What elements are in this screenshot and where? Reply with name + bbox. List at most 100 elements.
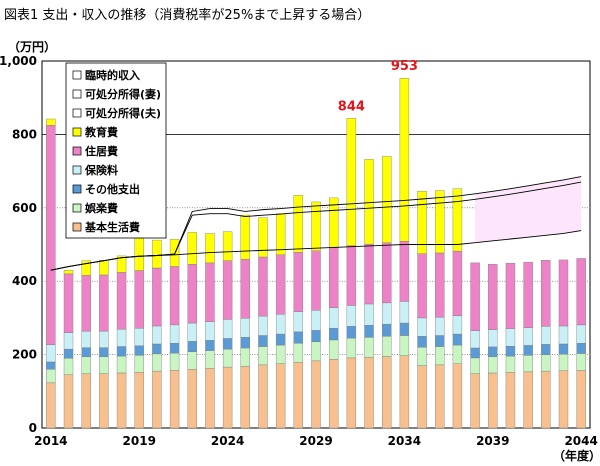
bar-education xyxy=(382,156,392,243)
bar-insurance xyxy=(435,316,445,336)
bar-basic xyxy=(116,372,127,429)
bar-housing xyxy=(452,250,463,316)
bar-entertainment xyxy=(488,356,498,374)
bar-insurance xyxy=(187,322,197,342)
bar-other xyxy=(417,336,427,348)
bar-basic xyxy=(258,364,268,429)
legend-label-disp_wife: 可処分所得(妻) xyxy=(85,87,161,101)
legend-swatch-education xyxy=(72,127,82,137)
bar-entertainment xyxy=(63,358,74,375)
bar-insurance xyxy=(364,303,374,326)
data-label: 844 xyxy=(338,99,365,114)
bar-housing xyxy=(488,264,498,330)
legend-swatch-rinji xyxy=(72,70,82,80)
bar-insurance xyxy=(382,302,392,325)
bar-education xyxy=(205,233,215,264)
legend-label-education: 教育費 xyxy=(84,125,118,139)
bar-housing xyxy=(99,274,109,332)
bar-basic xyxy=(63,374,74,429)
bar-entertainment xyxy=(46,369,56,384)
bar-education xyxy=(152,239,162,269)
wife-income-shade xyxy=(475,176,582,243)
bar-basic xyxy=(275,363,286,429)
bar-entertainment xyxy=(81,356,91,374)
bar-entertainment xyxy=(346,337,357,359)
bar-entertainment xyxy=(470,357,480,374)
line-disposable-income-wife xyxy=(50,176,582,271)
axes: 0 200 400 600 800 1,000 2014 2019 2024 2029 2034 20… xyxy=(0,54,598,448)
bar-education xyxy=(293,195,304,253)
chart-title: 図表1 支出・収入の推移（消費税率が25%まで上昇する場合） xyxy=(4,8,371,23)
bar-housing xyxy=(470,262,480,331)
bar-housing xyxy=(187,264,197,324)
bar-insurance xyxy=(328,307,339,329)
bar-other xyxy=(523,345,533,356)
bar-other xyxy=(63,348,74,359)
bar-entertainment xyxy=(152,353,162,372)
bar-insurance xyxy=(116,329,127,347)
bar-basic xyxy=(205,367,215,429)
bar-insurance xyxy=(63,332,74,350)
bar-housing xyxy=(205,262,215,322)
bar-other xyxy=(311,330,321,342)
bar-basic xyxy=(169,370,180,429)
bar-housing xyxy=(364,243,374,305)
data-label: 953 xyxy=(391,59,418,74)
bar-insurance xyxy=(275,314,286,335)
x-tick-label: 2019 xyxy=(123,434,156,448)
x-tick-label: 2034 xyxy=(388,434,421,448)
bar-basic xyxy=(382,356,392,429)
bar-entertainment xyxy=(275,344,286,364)
bar-housing xyxy=(435,252,445,318)
legend-label-other: その他支出 xyxy=(85,182,140,196)
bar-basic xyxy=(435,364,445,429)
bar-education xyxy=(435,190,445,254)
bar-entertainment xyxy=(328,339,339,360)
bar-basic xyxy=(541,370,551,429)
bar-entertainment xyxy=(116,355,127,374)
bar-education xyxy=(81,260,91,276)
bar-other xyxy=(275,333,286,346)
bar-basic xyxy=(399,355,410,429)
x-tick-label: 2024 xyxy=(211,434,244,448)
bar-basic xyxy=(81,373,91,429)
bar-housing xyxy=(240,258,250,319)
bar-entertainment xyxy=(311,341,321,362)
bar-insurance xyxy=(152,325,162,345)
bar-basic xyxy=(417,365,427,429)
bar-education xyxy=(187,232,197,265)
bar-insurance xyxy=(558,325,569,345)
legend-label-disp_husband: 可処分所得(夫) xyxy=(85,106,161,120)
legend-swatch-insurance xyxy=(72,165,82,175)
bar-other xyxy=(169,343,180,354)
bar-housing xyxy=(81,275,91,332)
bar-entertainment xyxy=(169,352,180,371)
bar-other xyxy=(99,347,109,358)
bar-education xyxy=(275,213,286,255)
legend-label-entertainment: 娯楽費 xyxy=(85,201,118,215)
bar-other xyxy=(46,361,56,370)
bar-other xyxy=(258,335,268,347)
bar-basic xyxy=(558,370,569,429)
bar-basic xyxy=(134,372,144,429)
bar-basic xyxy=(187,369,197,429)
data-labels: 844 953 xyxy=(338,59,418,114)
legend-swatch-disp_wife xyxy=(72,89,82,99)
bar-basic xyxy=(240,366,250,429)
legend-swatch-housing xyxy=(72,146,82,156)
bar-other xyxy=(452,333,463,346)
y-tick-label: 400 xyxy=(12,274,37,288)
bar-education xyxy=(452,188,463,252)
bar-basic xyxy=(523,371,533,429)
bar-education xyxy=(63,269,74,275)
legend-label-basic: 基本生活費 xyxy=(84,220,140,234)
bar-insurance xyxy=(399,301,410,324)
bar-entertainment xyxy=(187,351,197,370)
bar-housing xyxy=(399,240,410,302)
legend-swatch-other xyxy=(72,184,82,194)
bar-other xyxy=(576,343,586,354)
bar-insurance xyxy=(46,344,56,363)
bar-other xyxy=(222,338,233,350)
bar-other xyxy=(81,347,91,358)
